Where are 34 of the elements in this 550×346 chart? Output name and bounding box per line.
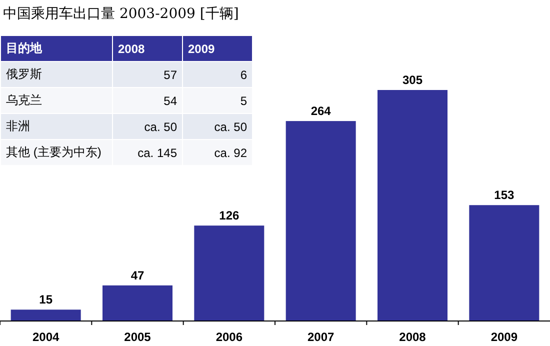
annotation: 54 — [112, 88, 182, 114]
data-label: 126 — [219, 208, 240, 223]
bar — [286, 121, 356, 321]
x-tick-label: 2007 — [307, 330, 335, 344]
x-tick-label: 2004 — [32, 330, 60, 344]
annotation: ca. 92 — [182, 140, 252, 166]
data-label: 153 — [494, 188, 514, 202]
annotation: 乌克兰 — [0, 88, 112, 114]
text: 俄罗斯 — [0, 62, 112, 88]
annotation: 非洲 — [0, 114, 112, 140]
text: 2008 — [112, 36, 182, 62]
data-label: 305 — [402, 73, 423, 87]
bar — [102, 285, 172, 321]
text: 2009 — [182, 36, 252, 62]
text: 6 — [182, 62, 252, 88]
annotation: ca. 50 — [112, 114, 182, 140]
bar — [378, 90, 448, 321]
data-label: 15 — [39, 292, 53, 307]
chart-title: 中国乘用车出口量 2003-2009 [千辆] — [3, 6, 239, 22]
annotation: ca. 145 — [112, 140, 182, 166]
bar — [469, 205, 540, 321]
x-tick-label: 2008 — [399, 330, 426, 344]
annotation: ca. 50 — [182, 114, 252, 140]
x-tick-label: 2005 — [124, 330, 152, 344]
annotation: 其他 (主要为中东) — [0, 140, 112, 166]
data-label: 264 — [310, 104, 332, 118]
data-label: 47 — [130, 268, 144, 282]
text: 57 — [112, 62, 182, 88]
annotation: 5 — [182, 88, 252, 114]
x-tick-label: 2006 — [216, 330, 243, 344]
bar — [10, 310, 81, 321]
x-tick-label: 2009 — [490, 330, 518, 344]
bar — [194, 226, 264, 321]
text: 目的地 — [0, 36, 112, 62]
